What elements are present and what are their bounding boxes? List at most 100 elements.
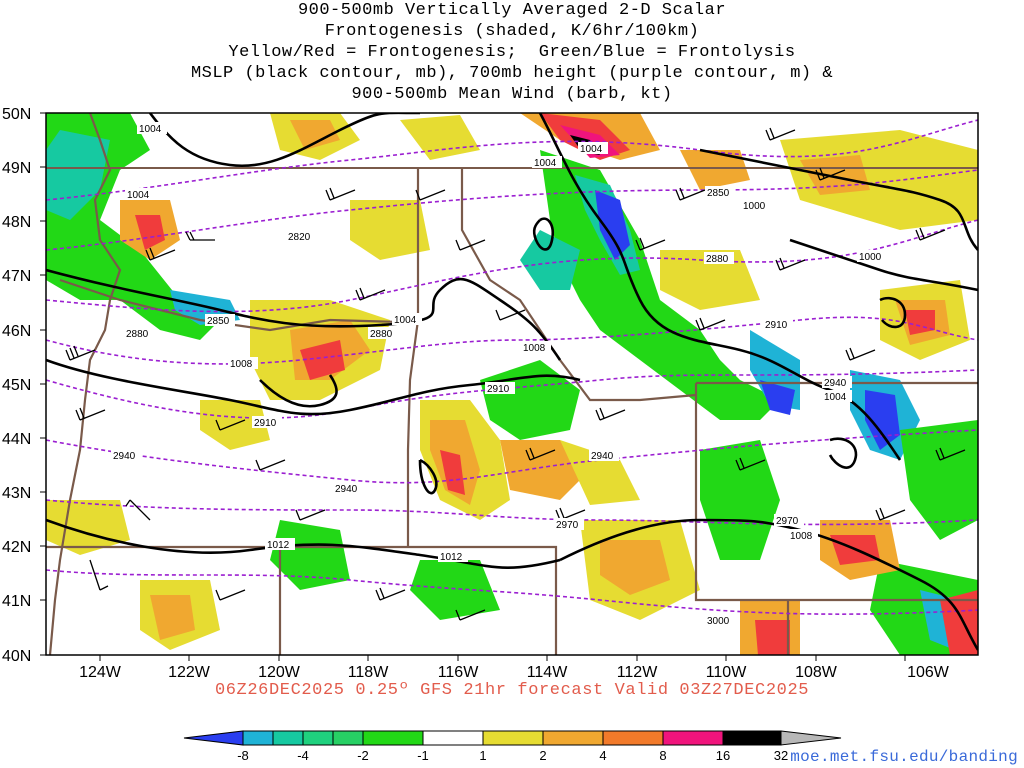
colorbar-label: 4: [599, 748, 606, 763]
forecast-valid-time: 06Z26DEC2025 0.25º GFS 21hr forecast Val…: [214, 681, 810, 700]
wind-barb: [635, 237, 666, 251]
mslp-label: 1008: [523, 343, 546, 354]
lon-label: 112W: [617, 664, 659, 681]
colorbar-arrow-left: [183, 730, 244, 746]
source-credit: moe.met.fsu.edu/banding: [790, 748, 1018, 766]
wind-barb: [775, 257, 806, 271]
wind-barb: [735, 457, 766, 471]
wind-barb: [255, 459, 286, 471]
colorbar-label: -2: [357, 748, 369, 763]
colorbar-swatch: [362, 730, 424, 746]
wind-barb: [65, 345, 96, 361]
height-label: 2940: [591, 451, 614, 462]
wind-barb: [415, 189, 446, 201]
lat-label: 47N: [2, 268, 31, 285]
wind-barb: [185, 231, 215, 241]
colorbar-swatch: [242, 730, 274, 746]
map-title: 900-500mb Vertically Averaged 2-D Scalar…: [0, 0, 1024, 105]
mslp-label: 1012: [267, 540, 290, 551]
colorbar-swatch: [602, 730, 664, 746]
colorbar-swatch: [302, 730, 334, 746]
mslp-label: 1004: [580, 144, 603, 155]
wind-barb: [595, 407, 626, 421]
lat-label: 48N: [2, 214, 31, 231]
wind-barb: [295, 509, 326, 521]
colorbar-swatch: [332, 730, 364, 746]
colorbar-swatch: [542, 730, 604, 746]
title-line-5: 900-500mb Mean Wind (barb, kt): [351, 85, 673, 104]
lon-label: 124W: [79, 664, 122, 681]
mslp-label: 1004: [394, 315, 417, 326]
lat-label: 43N: [2, 485, 31, 502]
lon-axis: 124W 122W 120W 118W 116W 114W 112W 110W …: [79, 655, 950, 681]
title-line-2: Frontogenesis (shaded, K/6hr/100km): [324, 22, 700, 41]
height-label: 2970: [776, 516, 799, 527]
height-label: 2850: [707, 188, 730, 199]
height-contours: [46, 119, 978, 615]
lat-label: 46N: [2, 323, 31, 340]
lat-label: 41N: [2, 593, 31, 610]
wind-barb: [765, 127, 796, 141]
id-mt-border: [460, 168, 697, 402]
lon-label: 108W: [795, 664, 838, 681]
wind-barb: [215, 419, 246, 431]
lat-label: 45N: [2, 377, 31, 394]
lat-label: 49N: [2, 160, 31, 177]
height-label: 2880: [370, 329, 393, 340]
colorbar-label: 8: [659, 748, 666, 763]
mslp-label: 1000: [859, 252, 882, 263]
height-label: 2910: [254, 418, 277, 429]
colorbar-arrow-right: [780, 730, 842, 746]
height-label: 2940: [335, 484, 358, 495]
height-label: 3000: [707, 616, 730, 627]
wind-barb: [915, 227, 946, 241]
wind-barb: [815, 167, 846, 181]
colorbar-label: -4: [297, 748, 309, 763]
height-label: 2940: [113, 451, 136, 462]
mslp-label: 1004: [127, 190, 150, 201]
mslp-label: 1012: [440, 552, 463, 563]
colorbar-swatch: [482, 730, 544, 746]
lon-label: 122W: [168, 664, 211, 681]
height-label: 2970: [556, 520, 579, 531]
colorbar-label: 16: [716, 748, 730, 763]
colorbar-label: 32: [774, 748, 788, 763]
mslp-label: 1004: [824, 392, 847, 403]
height-label: 2880: [126, 329, 149, 340]
lon-label: 116W: [438, 664, 480, 681]
lon-label: 106W: [907, 664, 950, 681]
mslp-label: 1004: [139, 124, 162, 135]
wind-barb: [875, 507, 906, 521]
wind-barb: [355, 287, 386, 301]
coastline: [48, 113, 122, 655]
title-line-4: MSLP (black contour, mb), 700mb height (…: [190, 64, 834, 83]
mslp-label: 1004: [534, 158, 557, 169]
height-label: 2820: [288, 232, 311, 243]
colorbar-swatch: [272, 730, 304, 746]
lat-label: 40N: [2, 648, 31, 665]
wind-barb: [325, 187, 356, 201]
colorbar: -8 -4 -2 -1 1 2 4 8 16 32: [183, 730, 842, 763]
lon-label: 120W: [258, 664, 301, 681]
title-line-3: Yellow/Red = Frontogenesis; Green/Blue =…: [228, 43, 796, 62]
wind-barb: [455, 609, 486, 621]
wind-barb: [845, 347, 876, 361]
wind-barb: [525, 447, 556, 461]
height-label: 2910: [487, 384, 510, 395]
colorbar-label: 1: [479, 748, 486, 763]
height-label: 2850: [207, 316, 230, 327]
colorbar-swatch: [722, 730, 782, 746]
height-label: 2880: [706, 254, 729, 265]
lat-label: 42N: [2, 539, 31, 556]
or-ca-nv-border: [46, 545, 558, 655]
wind-barb: [675, 187, 706, 201]
wy-border: [694, 383, 978, 602]
height-label: 2910: [765, 320, 788, 331]
lat-label: 50N: [2, 106, 31, 123]
wind-barb: [145, 247, 176, 261]
contour-labels: 1004 1004 1004 1004 1000 1000 1004 1008 …: [111, 122, 887, 627]
title-line-1: 900-500mb Vertically Averaged 2-D Scalar: [297, 1, 727, 20]
colorbar-label: 2: [539, 748, 546, 763]
wind-barb: [215, 589, 246, 601]
